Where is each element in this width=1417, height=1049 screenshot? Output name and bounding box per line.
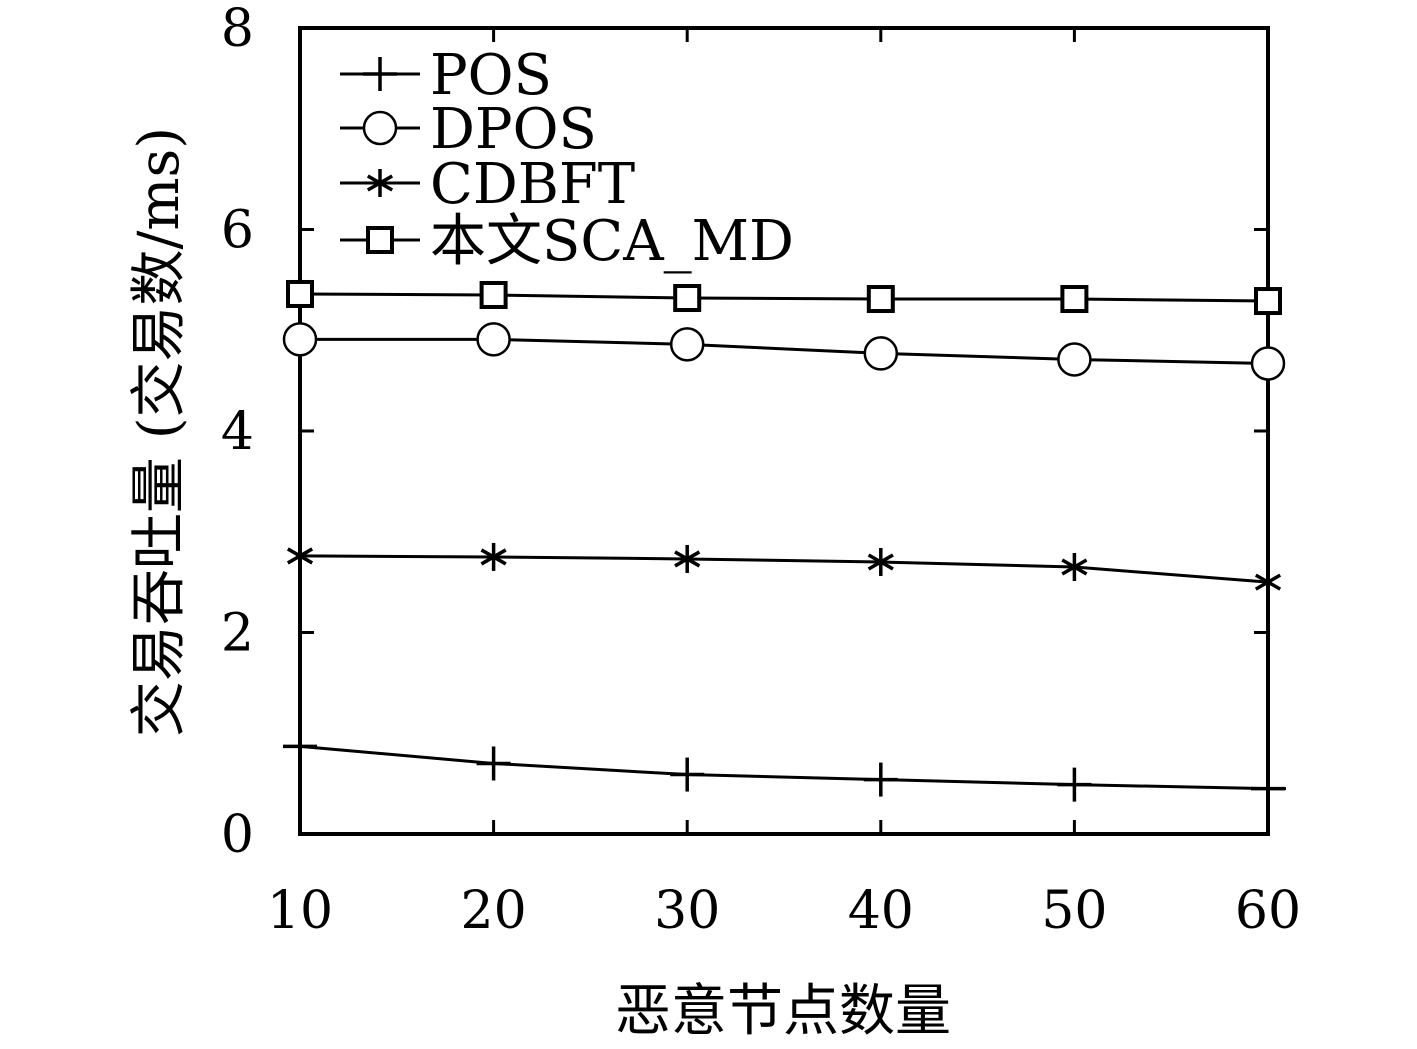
marker-square bbox=[366, 226, 394, 254]
marker-asterisk-d2 bbox=[867, 553, 894, 571]
data-point bbox=[282, 322, 318, 357]
series-line bbox=[300, 337, 1269, 365]
marker-square bbox=[479, 280, 508, 309]
data-point bbox=[480, 542, 507, 571]
y-tick-label: 6 bbox=[221, 201, 254, 261]
marker-asterisk-d2 bbox=[1061, 558, 1088, 576]
data-point bbox=[479, 280, 508, 309]
marker-circle bbox=[1250, 346, 1286, 381]
x-tick-label: 20 bbox=[461, 881, 527, 941]
legend-label: CDBFT bbox=[430, 152, 635, 217]
data-point bbox=[286, 279, 314, 308]
x-tick-label: 30 bbox=[654, 881, 720, 941]
marker-asterisk-d2 bbox=[480, 548, 507, 566]
data-point bbox=[1060, 285, 1089, 314]
x-tick-label: 60 bbox=[1235, 881, 1301, 941]
x-tick-label: 40 bbox=[848, 881, 914, 941]
y-tick-label: 4 bbox=[221, 402, 254, 462]
series-3 bbox=[286, 279, 1282, 316]
data-point bbox=[476, 322, 511, 357]
data-point bbox=[1254, 287, 1282, 316]
data-point bbox=[286, 541, 314, 570]
legend-item: DPOS bbox=[340, 97, 597, 162]
x-axis-title: 恶意节点数量 bbox=[615, 979, 951, 1044]
legend-item: CDBFT bbox=[340, 152, 635, 217]
legend-label: DPOS bbox=[430, 97, 597, 162]
series-1 bbox=[282, 322, 1286, 381]
legend-marker bbox=[366, 226, 394, 254]
data-point bbox=[670, 757, 705, 792]
marker-circle bbox=[863, 336, 899, 371]
series-line bbox=[299, 554, 1269, 584]
legend-item: 本文SCA_MD bbox=[340, 209, 794, 274]
legend-label: POS bbox=[430, 43, 552, 108]
data-point bbox=[863, 762, 898, 797]
data-point bbox=[674, 544, 701, 573]
marker-asterisk-d2 bbox=[674, 550, 701, 568]
marker-circle bbox=[362, 110, 398, 146]
marker-square bbox=[673, 284, 702, 313]
marker-square bbox=[1060, 285, 1089, 314]
legend-item: POS bbox=[340, 43, 552, 108]
y-axis-title: 交易吞吐量 (交易数/ms) bbox=[127, 127, 192, 737]
y-tick-label: 8 bbox=[221, 0, 254, 59]
data-point bbox=[1250, 346, 1286, 381]
data-point bbox=[867, 547, 894, 576]
legend-marker bbox=[366, 169, 394, 197]
marker-square bbox=[1254, 287, 1282, 316]
series-2 bbox=[286, 541, 1282, 597]
legend-marker bbox=[363, 57, 397, 91]
data-point bbox=[1254, 568, 1282, 597]
data-point bbox=[863, 336, 899, 371]
series-0 bbox=[283, 729, 1286, 806]
x-tick-label: 50 bbox=[1041, 881, 1107, 941]
data-point bbox=[1057, 342, 1092, 377]
legend-label: 本文SCA_MD bbox=[430, 209, 794, 274]
marker-asterisk-d2 bbox=[366, 174, 394, 192]
data-point bbox=[669, 327, 705, 362]
data-point bbox=[476, 746, 511, 781]
data-point bbox=[673, 284, 702, 313]
data-point bbox=[283, 729, 317, 764]
data-point bbox=[866, 285, 895, 314]
series-line bbox=[299, 744, 1269, 791]
series-line bbox=[299, 292, 1269, 303]
legend-marker bbox=[362, 110, 398, 146]
marker-circle bbox=[476, 322, 511, 357]
marker-circle bbox=[282, 322, 318, 357]
marker-square bbox=[286, 279, 314, 308]
data-point bbox=[1061, 553, 1088, 582]
y-tick-label: 0 bbox=[221, 805, 254, 865]
y-tick-label: 2 bbox=[221, 604, 254, 664]
data-point bbox=[1057, 767, 1092, 802]
marker-circle bbox=[669, 327, 705, 362]
marker-square bbox=[866, 285, 895, 314]
marker-asterisk-d2 bbox=[286, 547, 314, 565]
x-tick-label: 10 bbox=[267, 881, 333, 941]
marker-circle bbox=[1057, 342, 1092, 377]
marker-asterisk-d2 bbox=[1254, 573, 1282, 591]
